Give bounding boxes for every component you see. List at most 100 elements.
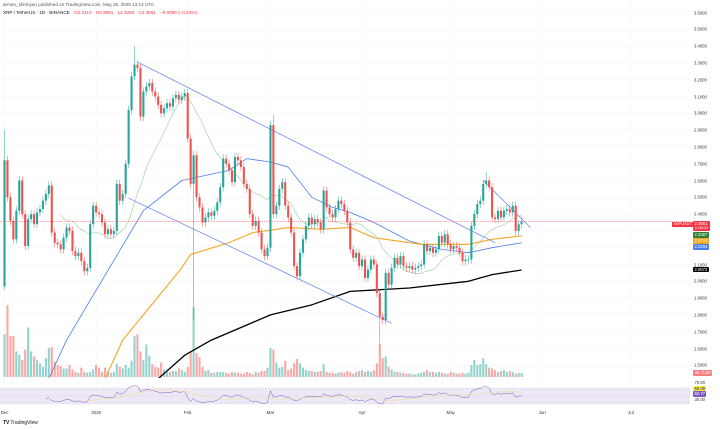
volume-bar [145,344,148,377]
candle-up [142,91,145,117]
price-tick-label: 3.2000 [694,77,707,83]
volume-bar [420,372,423,377]
ohlc-close: C2.3561 [138,10,156,15]
candle-up [124,163,127,194]
volume-bar [210,372,213,377]
candle-up [77,252,80,257]
candle-up [434,249,437,253]
volume-bar [207,370,210,377]
volume-bar [86,372,89,377]
volume-bar [363,371,367,377]
volume-bar [281,366,284,377]
volume-bar [47,347,50,377]
volume-bar [408,373,411,377]
volume-bar [316,371,319,377]
candle-up [417,266,420,268]
volume-bar [437,371,440,377]
rsi-line [45,385,522,405]
volume-bar [473,359,476,377]
candle-down [103,222,107,235]
volume-bar [446,373,449,377]
trendline [482,180,531,228]
volume-bar [461,372,464,377]
volume-bar [151,364,154,377]
candle-up [517,224,520,231]
candle-up [121,193,124,201]
volume-bar [59,365,62,377]
volume-bar [514,373,517,377]
candle-down [257,220,260,233]
volume-bar [68,365,71,377]
volume-bar [89,371,92,377]
price-tick-label: 1.8000 [694,312,707,318]
ma-orange-line [104,226,522,378]
price-tick-label: 2.0000 [694,278,707,284]
volume-bar [369,371,372,377]
volume-bar [381,358,384,377]
candle-down [95,205,98,213]
volume-bar [133,335,136,377]
volume-bar [15,351,18,377]
volume-bar [307,371,310,377]
candle-up [15,210,18,240]
volume-bar [242,373,245,377]
trendline [128,197,392,324]
candle-down [239,160,242,168]
symbol-legend: XRP / TetherUS · 1D · BINANCE O2.3415 H2… [3,10,200,15]
candle-down [343,204,346,211]
candle-up [322,190,325,230]
candle-down [372,259,375,265]
trendline [137,61,496,243]
candle-down [80,252,83,262]
candle-up [337,200,340,210]
volume-bar [361,370,364,377]
price-tick-label: 3.6000 [694,10,707,15]
candle-down [177,94,180,100]
volume-bar [331,372,334,377]
volume-bar [313,371,316,377]
candle-down [201,207,204,223]
volume-bar [3,334,6,377]
volume-bar [219,371,222,377]
volume-bar [284,360,287,377]
volume-bar [464,373,467,377]
candle-down [242,167,245,184]
candle-down [426,244,429,252]
candle-down [287,205,290,218]
volume-bar [443,373,446,377]
volume-bar [493,370,497,377]
volume-bar [124,365,127,377]
ma-fast-label: 2.3387 [693,232,709,238]
volume-bar [139,351,142,377]
candlesticks [3,46,523,347]
candle-down [154,91,157,97]
candle-up [464,259,467,262]
volume-bar [346,371,349,377]
candle-down [328,207,331,215]
candle-up [86,267,89,272]
volume-bar [12,335,15,377]
candle-down [446,234,449,245]
symbol-name[interactable]: XRP / TetherUS · 1D · BINANCE [3,10,70,15]
ma-blue-label: 2.2293 [693,244,709,250]
volume-bar [136,334,139,377]
tradingview-logo[interactable]: TVTradingView [3,420,38,426]
candle-down [56,242,59,245]
date-tick-label: May [446,410,455,415]
candle-up [420,264,423,267]
price-tick-label: 3.3000 [694,60,707,66]
volume-bar [121,368,124,377]
candle-up [174,94,177,99]
trendlines[interactable] [128,61,531,324]
volume-bar [479,364,482,377]
volume-bar [278,367,281,377]
candle-down [411,266,414,270]
volume-bar [168,371,172,377]
volume-bar [30,351,33,377]
candle-down [290,217,293,233]
date-tick-label: Feb [183,410,192,415]
volume-bar [74,371,77,377]
candle-up [65,227,68,238]
candle-up [148,83,151,87]
